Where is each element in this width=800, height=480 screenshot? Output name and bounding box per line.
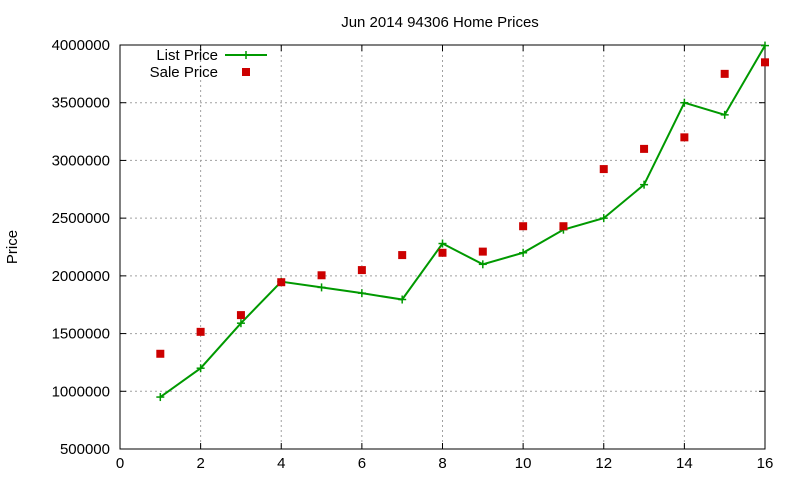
x-axis-tick-labels: 0 2 4 6 8 10 12 14 16 — [116, 455, 774, 472]
x-tick-label: 0 — [116, 455, 124, 472]
x-tick-label: 4 — [277, 455, 285, 472]
y-tick-label: 1000000 — [52, 383, 110, 400]
list-price-point — [599, 214, 608, 223]
list-price-line — [159, 45, 766, 398]
y-tick-label: 2500000 — [52, 210, 110, 227]
x-tick-label: 10 — [515, 455, 532, 472]
x-tick-label: 16 — [757, 455, 774, 472]
sale-price-point — [680, 133, 689, 142]
list-price-point — [680, 98, 689, 107]
legend-marker-list-price — [242, 51, 250, 59]
legend-swatch-sale-price — [242, 68, 250, 76]
sale-price-point — [236, 311, 245, 320]
list-price-point — [478, 260, 487, 269]
sale-price-point — [156, 349, 165, 358]
sale-price-point — [559, 222, 568, 231]
chart-title: Jun 2014 94306 Home Prices — [341, 14, 539, 31]
list-price-point — [438, 239, 447, 248]
list-price-point — [357, 289, 366, 298]
x-tick-label: 2 — [196, 455, 204, 472]
y-tick-label: 2000000 — [52, 268, 110, 285]
y-tick-label: 1500000 — [52, 326, 110, 343]
list-price-point — [317, 283, 326, 292]
list-price-point — [398, 295, 407, 304]
sale-price-point — [599, 165, 608, 174]
list-price-point — [196, 364, 205, 373]
list-price-point — [236, 319, 245, 328]
sale-price-point — [277, 278, 286, 287]
list-price-point — [720, 110, 729, 119]
y-tick-label: 3500000 — [52, 95, 110, 112]
sale-price-point — [317, 271, 326, 280]
list-price-point — [156, 393, 165, 402]
y-tick-label: 3000000 — [52, 152, 110, 169]
sale-price-point — [640, 144, 649, 153]
y-tick-label: 500000 — [60, 441, 110, 458]
legend-label-list-price: List Price — [156, 47, 218, 64]
y-axis-tick-labels: 500000 1000000 1500000 2000000 2500000 300000… — [52, 37, 110, 458]
x-tick-label: 14 — [676, 455, 693, 472]
sale-price-point — [720, 69, 729, 78]
list-price-point — [761, 41, 769, 50]
sale-price-point — [357, 266, 366, 275]
x-tick-label: 6 — [358, 455, 366, 472]
sale-price-point — [196, 327, 205, 336]
y-axis-title: Price — [4, 230, 21, 264]
sale-price-point — [398, 251, 407, 260]
x-tick-label: 8 — [438, 455, 446, 472]
list-price-point — [640, 180, 649, 189]
legend-label-sale-price: Sale Price — [150, 64, 218, 81]
sale-price-point — [438, 248, 447, 257]
y-tick-label: 4000000 — [52, 37, 110, 54]
series-layer — [156, 41, 769, 402]
x-tick-label: 12 — [595, 455, 612, 472]
sale-price-point — [478, 247, 487, 256]
sale-price-point — [761, 58, 769, 67]
axis-ticks — [119, 44, 766, 450]
list-price-point — [519, 248, 528, 257]
sale-price-point — [519, 222, 528, 231]
